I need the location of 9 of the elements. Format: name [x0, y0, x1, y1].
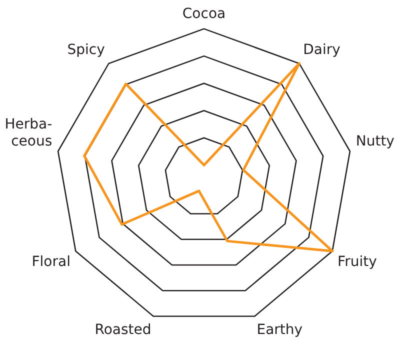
spoke-label: Cocoa [182, 6, 226, 22]
spoke-label: Herba- ceous [4, 116, 52, 150]
spoke-label: Roasted [94, 322, 152, 338]
spoke-label: Earthy [256, 322, 303, 338]
spoke-label: Spicy [67, 42, 105, 58]
spoke-label: Floral [32, 254, 70, 270]
spoke-label: Fruity [338, 254, 377, 270]
spoke-label: Nutty [356, 133, 394, 150]
spoke-label: Dairy [303, 42, 340, 58]
